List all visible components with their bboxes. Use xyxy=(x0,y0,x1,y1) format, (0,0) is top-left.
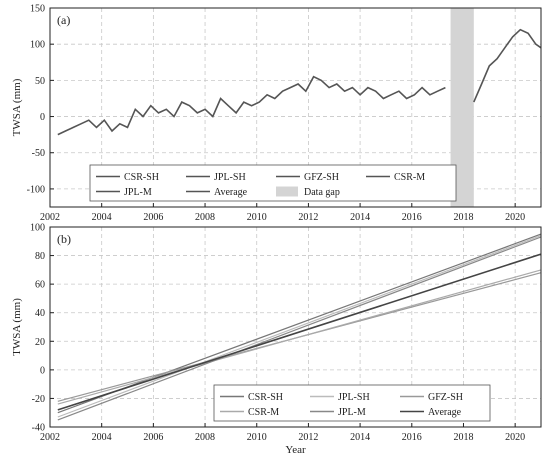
x-tick-label: 2014 xyxy=(350,432,370,443)
legend-entry: JPL-M xyxy=(124,187,152,198)
legend-entry: Average xyxy=(214,187,248,198)
legend-entry: CSR-M xyxy=(394,172,425,183)
y-tick-label: 100 xyxy=(30,40,45,51)
x-axis-label: Year xyxy=(285,444,306,456)
x-tick-label: 2016 xyxy=(402,432,422,443)
y-tick-label: -20 xyxy=(32,394,45,405)
series-line-average xyxy=(57,75,446,136)
y-tick-label: 0 xyxy=(40,112,45,123)
legend-box xyxy=(89,164,457,202)
legend-entry: JPL-SH xyxy=(338,392,370,403)
legend-entry: Data gap xyxy=(304,187,340,198)
x-tick-label: 2012 xyxy=(298,212,318,223)
x-tick-label: 2016 xyxy=(402,212,422,223)
y-tick-label: -40 xyxy=(32,423,45,434)
legend-entry: GFZ-SH xyxy=(304,172,339,183)
y-tick-label: 100 xyxy=(30,223,45,234)
legend-entry: CSR-SH xyxy=(124,172,159,183)
legend-entry: Average xyxy=(428,407,462,418)
y-axis-label: TWSA (mm) xyxy=(11,78,23,136)
plot-frame xyxy=(49,226,542,428)
x-tick-label: 2002 xyxy=(40,212,60,223)
legend-box xyxy=(213,384,491,422)
x-tick-label: 2010 xyxy=(247,212,267,223)
legend-swatch-data-gap xyxy=(276,186,298,197)
y-tick-label: 80 xyxy=(35,251,45,262)
panel-label: (a) xyxy=(57,13,70,27)
y-axis-label: TWSA (mm) xyxy=(11,298,23,356)
plot-frame xyxy=(49,7,542,208)
x-tick-label: 2020 xyxy=(505,212,525,223)
x-tick-label: 2020 xyxy=(505,432,525,443)
y-tick-label: 150 xyxy=(30,4,45,15)
series-line-csr-m xyxy=(57,269,542,405)
series-line-jpl-sh xyxy=(57,235,542,418)
x-tick-label: 2018 xyxy=(453,212,473,223)
x-tick-label: 2006 xyxy=(143,432,163,443)
y-tick-label: 40 xyxy=(35,308,45,319)
y-tick-label: -50 xyxy=(32,148,45,159)
legend-entry: JPL-SH xyxy=(214,172,246,183)
legend-entry: CSR-SH xyxy=(248,392,283,403)
y-tick-label: 60 xyxy=(35,280,45,291)
y-tick-label: 0 xyxy=(40,365,45,376)
panel-label: (b) xyxy=(57,232,71,246)
x-tick-label: 2004 xyxy=(92,432,112,443)
series-line-average xyxy=(473,28,542,103)
x-tick-label: 2018 xyxy=(453,432,473,443)
legend-entry: JPL-M xyxy=(338,407,366,418)
x-tick-label: 2010 xyxy=(247,432,267,443)
legend-entry: GFZ-SH xyxy=(428,392,463,403)
y-tick-label: 50 xyxy=(35,76,45,87)
x-tick-label: 2014 xyxy=(350,212,370,223)
x-tick-label: 2008 xyxy=(195,432,215,443)
x-tick-label: 2012 xyxy=(298,432,318,443)
legend-entry: CSR-M xyxy=(248,407,279,418)
data-gap-band xyxy=(450,8,474,207)
y-tick-label: 20 xyxy=(35,337,45,348)
x-tick-label: 2006 xyxy=(143,212,163,223)
series-line-average xyxy=(57,253,542,411)
x-tick-label: 2004 xyxy=(92,212,112,223)
series-line-jpl-m xyxy=(57,236,542,421)
series-line-csr-sh xyxy=(57,233,542,414)
y-tick-label: -100 xyxy=(27,184,45,195)
x-tick-label: 2002 xyxy=(40,432,60,443)
x-tick-label: 2008 xyxy=(195,212,215,223)
